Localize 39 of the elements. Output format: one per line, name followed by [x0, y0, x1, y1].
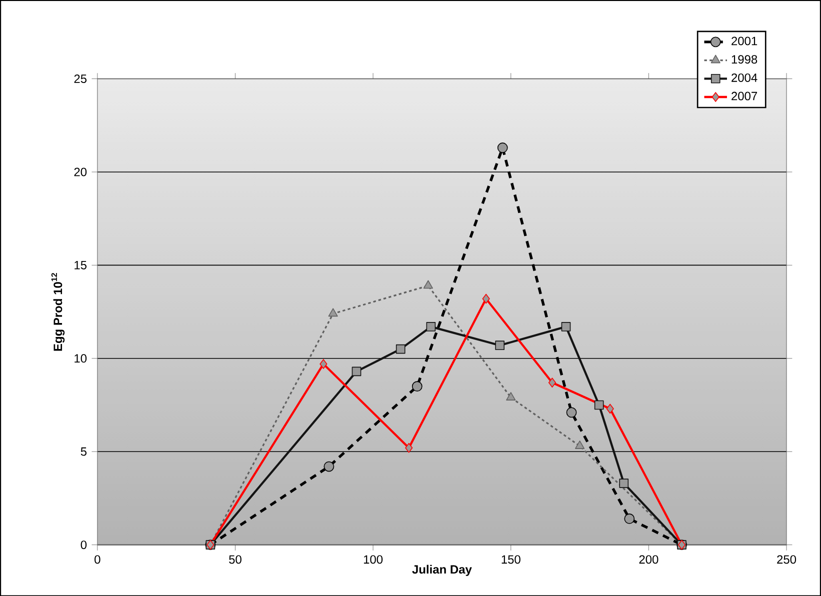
x-tick-label: 100 — [364, 555, 383, 564]
point — [619, 478, 629, 488]
point — [396, 344, 406, 354]
point — [575, 440, 585, 449]
x-tick-label: 250 — [777, 555, 796, 564]
y-tick-label: 25 — [74, 74, 87, 83]
legend-label: 1998 — [732, 54, 758, 64]
point — [352, 366, 362, 376]
legend-label: 2001 — [732, 36, 758, 46]
point — [566, 407, 577, 418]
point — [405, 442, 413, 453]
point — [606, 404, 614, 414]
point — [594, 400, 604, 410]
point — [426, 322, 436, 332]
legend-label: 2004 — [732, 73, 758, 82]
point — [497, 142, 508, 153]
y-tick-label: 5 — [80, 447, 87, 456]
point — [495, 340, 505, 350]
point — [624, 513, 635, 524]
legend-label: 2007 — [732, 92, 758, 100]
y-tick-label: 0 — [80, 540, 87, 549]
point — [561, 322, 571, 332]
y-tick-label: 10 — [74, 354, 87, 363]
x-tick-label: 0 — [94, 555, 100, 564]
point — [506, 392, 516, 400]
y-axis-title: Egg Prod 10$^{12}$ — [51, 272, 65, 351]
point — [412, 381, 422, 392]
x-tick-label: 200 — [639, 555, 658, 564]
point — [320, 358, 328, 369]
y-tick-label: 15 — [74, 260, 87, 270]
point — [324, 461, 334, 472]
x-tick-label: 150 — [502, 555, 520, 564]
x-axis-title: Julian Day — [412, 564, 472, 576]
point — [328, 308, 338, 316]
point — [423, 280, 433, 288]
y-tick-label: 20 — [74, 168, 87, 176]
x-tick-label: 50 — [229, 555, 242, 564]
point — [482, 294, 490, 304]
point — [548, 378, 556, 388]
